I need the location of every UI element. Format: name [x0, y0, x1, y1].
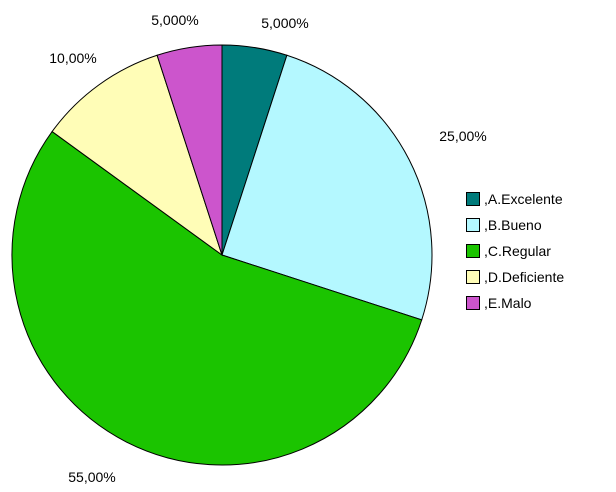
- legend-item-0: ,A.Excelente: [466, 186, 616, 212]
- pie-value-label-2: 55,00%: [68, 469, 115, 485]
- legend-item-2: ,C.Regular: [466, 238, 616, 264]
- pie-slice-3: [51, 54, 223, 257]
- legend-swatch: [466, 296, 480, 310]
- pie-slice-1: [221, 54, 433, 321]
- pie-slice-4: [156, 44, 223, 256]
- legend-item-4: ,E.Malo: [466, 290, 616, 316]
- pie-value-label-4: 5,000%: [151, 12, 198, 28]
- pie-value-labels: 5,000% 25,00% 55,00% 10,00% 5,000%: [49, 12, 486, 485]
- pie-slice-2: [11, 130, 423, 466]
- pie-value-label-0: 5,000%: [261, 15, 308, 31]
- legend-label: ,C.Regular: [484, 243, 551, 259]
- legend: ,A.Excelente ,B.Bueno ,C.Regular ,D.Deficie…: [466, 186, 616, 316]
- pie-value-label-1: 25,00%: [439, 128, 486, 144]
- legend-swatch: [466, 192, 480, 206]
- pie-slices: [11, 44, 433, 466]
- legend-label: ,D.Deficiente: [484, 269, 565, 285]
- legend-swatch: [466, 218, 480, 232]
- legend-swatch: [466, 270, 480, 284]
- legend-item-1: ,B.Bueno: [466, 212, 616, 238]
- legend-label: ,E.Malo: [484, 295, 532, 311]
- legend-label: ,A.Excelente: [484, 191, 563, 207]
- legend-label: ,B.Bueno: [484, 217, 542, 233]
- legend-item-3: ,D.Deficiente: [466, 264, 616, 290]
- legend-swatch: [466, 244, 480, 258]
- pie-value-label-3: 10,00%: [49, 50, 96, 66]
